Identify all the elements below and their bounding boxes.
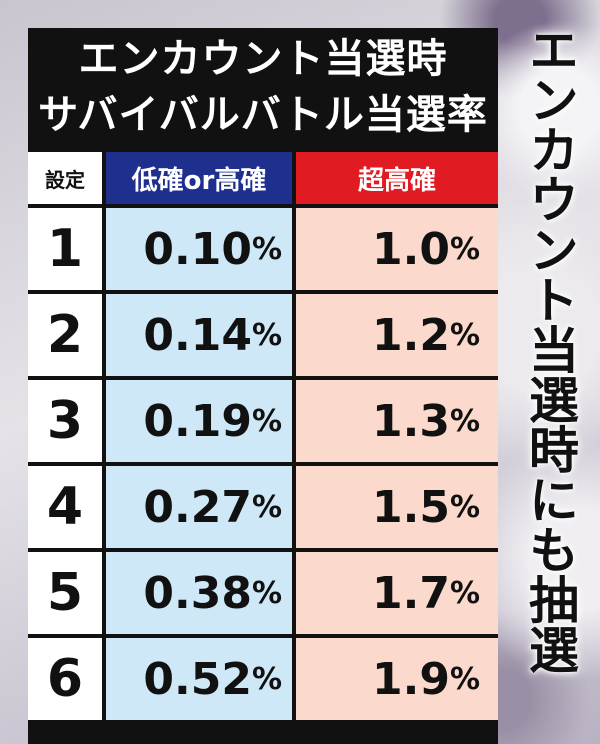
value: 0.14 xyxy=(143,309,252,361)
value: 1.5 xyxy=(371,481,450,533)
setting-cell-2: 2 xyxy=(28,294,102,376)
value: 1.0 xyxy=(371,223,450,275)
percent-unit: % xyxy=(251,661,282,697)
setting-cell-6: 6 xyxy=(28,638,102,720)
value: 1.3 xyxy=(371,395,450,447)
value: 0.19 xyxy=(143,395,252,447)
super-high-cell-3: 1.3% xyxy=(296,380,498,462)
low-high-cell-5: 0.38% xyxy=(106,552,292,634)
value: 0.10 xyxy=(143,223,252,275)
percent-unit: % xyxy=(449,661,480,697)
super-high-cell-1: 1.0% xyxy=(296,208,498,290)
value: 1.9 xyxy=(371,653,450,705)
setting-cell-1: 1 xyxy=(28,208,102,290)
value: 0.27 xyxy=(143,481,252,533)
table-title: エンカウント当選時 サバイバルバトル当選率 xyxy=(28,28,498,148)
header-low-high: 低確or高確 xyxy=(106,152,292,204)
header-super-high: 超高確 xyxy=(296,152,498,204)
value: 1.2 xyxy=(371,309,450,361)
percent-unit: % xyxy=(449,403,480,439)
percent-unit: % xyxy=(251,231,282,267)
super-high-cell-5: 1.7% xyxy=(296,552,498,634)
percent-unit: % xyxy=(449,231,480,267)
header-setting: 設定 xyxy=(28,152,102,204)
low-high-cell-2: 0.14% xyxy=(106,294,292,376)
low-high-cell-1: 0.10% xyxy=(106,208,292,290)
setting-cell-5: 5 xyxy=(28,552,102,634)
percent-unit: % xyxy=(449,317,480,353)
percent-unit: % xyxy=(449,489,480,525)
setting-cell-4: 4 xyxy=(28,466,102,548)
percent-unit: % xyxy=(251,403,282,439)
side-caption: エンカウント当選時にも抽選 xyxy=(521,24,579,674)
setting-cell-3: 3 xyxy=(28,380,102,462)
super-high-cell-6: 1.9% xyxy=(296,638,498,720)
percent-unit: % xyxy=(251,575,282,611)
value: 0.52 xyxy=(143,653,252,705)
super-high-cell-2: 1.2% xyxy=(296,294,498,376)
low-high-cell-3: 0.19% xyxy=(106,380,292,462)
percent-unit: % xyxy=(251,317,282,353)
low-high-cell-4: 0.27% xyxy=(106,466,292,548)
low-high-cell-6: 0.52% xyxy=(106,638,292,720)
title-line-2: サバイバルバトル当選率 xyxy=(38,92,488,138)
title-line-1: エンカウント当選時 xyxy=(78,36,448,82)
super-high-cell-4: 1.5% xyxy=(296,466,498,548)
percent-unit: % xyxy=(251,489,282,525)
percent-unit: % xyxy=(449,575,480,611)
value: 1.7 xyxy=(371,567,450,619)
value: 0.38 xyxy=(143,567,252,619)
